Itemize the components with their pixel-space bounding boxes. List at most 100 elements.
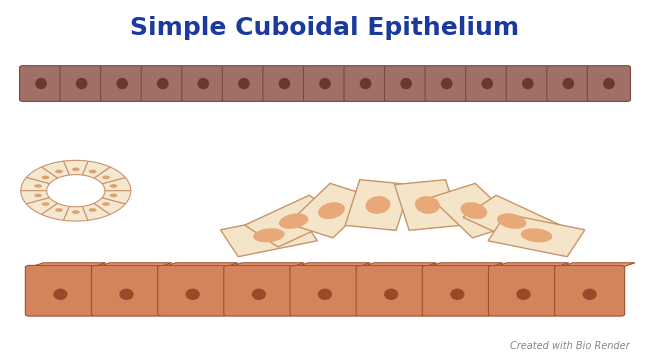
Ellipse shape	[72, 210, 80, 214]
Ellipse shape	[120, 289, 134, 300]
FancyBboxPatch shape	[304, 66, 346, 102]
FancyBboxPatch shape	[465, 66, 509, 102]
FancyBboxPatch shape	[356, 265, 426, 316]
Polygon shape	[492, 263, 569, 267]
FancyBboxPatch shape	[224, 265, 294, 316]
Polygon shape	[558, 263, 635, 267]
FancyBboxPatch shape	[222, 66, 265, 102]
FancyBboxPatch shape	[182, 66, 225, 102]
Wedge shape	[64, 160, 88, 175]
Wedge shape	[26, 198, 58, 215]
FancyBboxPatch shape	[25, 265, 96, 316]
Ellipse shape	[157, 78, 168, 89]
FancyBboxPatch shape	[263, 66, 306, 102]
Polygon shape	[96, 263, 172, 267]
Ellipse shape	[516, 289, 530, 300]
Wedge shape	[83, 203, 110, 220]
Ellipse shape	[441, 78, 452, 89]
Ellipse shape	[318, 202, 345, 219]
FancyBboxPatch shape	[506, 66, 549, 102]
FancyBboxPatch shape	[547, 66, 590, 102]
Wedge shape	[83, 161, 110, 178]
Ellipse shape	[253, 228, 285, 242]
Ellipse shape	[522, 78, 534, 89]
FancyBboxPatch shape	[101, 66, 144, 102]
Polygon shape	[488, 214, 585, 257]
Ellipse shape	[53, 289, 68, 300]
Polygon shape	[294, 263, 370, 267]
Polygon shape	[360, 263, 437, 267]
Ellipse shape	[497, 213, 526, 229]
FancyBboxPatch shape	[488, 265, 558, 316]
Ellipse shape	[252, 289, 266, 300]
Wedge shape	[64, 206, 88, 221]
Wedge shape	[42, 161, 70, 178]
Ellipse shape	[319, 78, 331, 89]
Ellipse shape	[415, 196, 440, 214]
Polygon shape	[463, 195, 560, 247]
Polygon shape	[29, 263, 106, 267]
Ellipse shape	[359, 78, 371, 89]
Ellipse shape	[55, 170, 63, 173]
FancyBboxPatch shape	[290, 265, 360, 316]
FancyBboxPatch shape	[344, 66, 387, 102]
FancyBboxPatch shape	[92, 265, 162, 316]
Ellipse shape	[34, 184, 42, 188]
Polygon shape	[345, 180, 411, 230]
FancyBboxPatch shape	[425, 66, 468, 102]
Ellipse shape	[279, 213, 308, 229]
Wedge shape	[94, 198, 125, 215]
FancyBboxPatch shape	[158, 265, 227, 316]
Ellipse shape	[110, 184, 118, 188]
FancyBboxPatch shape	[385, 66, 428, 102]
Ellipse shape	[603, 78, 615, 89]
Wedge shape	[102, 191, 131, 204]
Ellipse shape	[35, 78, 47, 89]
FancyBboxPatch shape	[141, 66, 185, 102]
FancyBboxPatch shape	[588, 66, 630, 102]
Text: Created with Bio Render: Created with Bio Render	[510, 342, 629, 351]
Ellipse shape	[482, 78, 493, 89]
Polygon shape	[227, 263, 304, 267]
FancyBboxPatch shape	[60, 66, 103, 102]
Ellipse shape	[42, 176, 49, 179]
Ellipse shape	[384, 289, 398, 300]
Wedge shape	[94, 167, 125, 184]
Ellipse shape	[582, 289, 597, 300]
Ellipse shape	[55, 208, 63, 212]
FancyBboxPatch shape	[554, 265, 625, 316]
Ellipse shape	[72, 167, 80, 171]
Polygon shape	[220, 214, 317, 257]
Wedge shape	[21, 177, 49, 191]
Ellipse shape	[562, 78, 574, 89]
Ellipse shape	[42, 202, 49, 206]
Ellipse shape	[102, 202, 110, 206]
Ellipse shape	[400, 78, 412, 89]
Ellipse shape	[110, 194, 118, 197]
FancyBboxPatch shape	[20, 66, 62, 102]
Wedge shape	[26, 167, 58, 184]
Polygon shape	[288, 183, 375, 238]
Polygon shape	[395, 180, 460, 230]
Ellipse shape	[318, 289, 332, 300]
Ellipse shape	[116, 78, 128, 89]
Ellipse shape	[450, 289, 465, 300]
Ellipse shape	[89, 170, 96, 173]
Wedge shape	[102, 177, 131, 191]
FancyBboxPatch shape	[422, 265, 492, 316]
Ellipse shape	[460, 202, 488, 219]
Wedge shape	[42, 203, 70, 220]
Text: Simple Cuboidal Epithelium: Simple Cuboidal Epithelium	[131, 16, 519, 40]
Polygon shape	[162, 263, 238, 267]
Ellipse shape	[89, 208, 96, 212]
Ellipse shape	[365, 196, 391, 214]
Ellipse shape	[102, 176, 110, 179]
Ellipse shape	[279, 78, 291, 89]
Ellipse shape	[521, 228, 552, 242]
Ellipse shape	[76, 78, 88, 89]
Ellipse shape	[185, 289, 200, 300]
Wedge shape	[21, 191, 49, 204]
Polygon shape	[244, 195, 343, 247]
Ellipse shape	[34, 194, 42, 197]
Ellipse shape	[198, 78, 209, 89]
